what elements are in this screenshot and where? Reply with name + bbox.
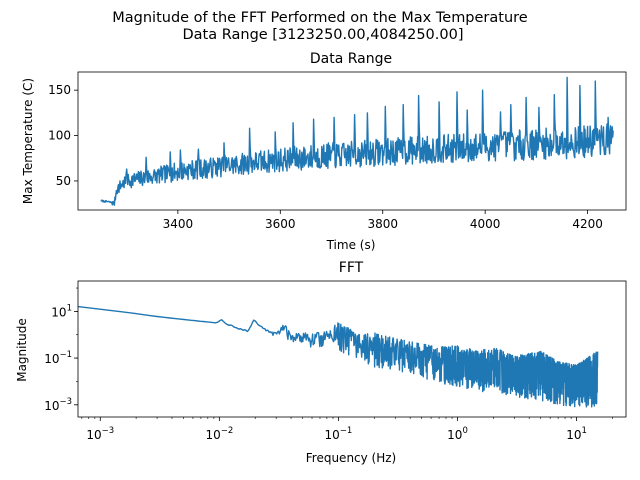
- fft-chart-xlabel: Frequency (Hz): [306, 451, 397, 465]
- fft-y-tick-label: 10−1: [44, 350, 72, 366]
- fft-chart-ylabel: Magnitude: [15, 318, 29, 382]
- time-x-tick-label: 4200: [572, 217, 603, 231]
- time-y-tick-label: 100: [48, 129, 71, 143]
- time-y-tick-label: 50: [56, 174, 71, 188]
- time-x-tick-label: 3600: [265, 217, 296, 231]
- time-chart-ylabel: Max Temperature (C): [21, 78, 35, 204]
- time-chart-frame: [77, 71, 627, 211]
- fft-chart: FFT Frequency (Hz) Magnitude 10−3 10−2 10−…: [15, 260, 627, 465]
- figure-title-line-1: Magnitude of the FFT Performed on the Ma…: [112, 10, 528, 26]
- fft-chart-title: FFT: [339, 260, 364, 276]
- fft-x-tick-label: 10−1: [325, 426, 353, 442]
- time-series-line: [100, 76, 614, 206]
- fft-x-tick-label: 10−2: [205, 426, 233, 442]
- fft-y-tick-label: 101: [51, 303, 72, 319]
- time-chart-title: Data Range: [310, 51, 392, 67]
- fft-x-tick-label: 10−3: [86, 426, 114, 442]
- time-series-chart: Data Range Time (s) Max Temperature (C) …: [21, 51, 627, 252]
- fft-y-tick-label: 10−3: [44, 397, 72, 413]
- fft-x-tick-label: 100: [447, 426, 468, 442]
- time-chart-xlabel: Time (s): [326, 238, 376, 252]
- fft-magnitude-line: [77, 305, 599, 408]
- time-x-tick-label: 3800: [367, 217, 398, 231]
- time-x-tick-label: 3400: [163, 217, 194, 231]
- time-x-tick-label: 4000: [470, 217, 501, 231]
- fft-chart-frame: [77, 280, 627, 418]
- fft-x-tick-label: 101: [566, 426, 587, 442]
- time-y-tick-label: 150: [48, 83, 71, 97]
- figure-title-line-2: Data Range [3123250.00,4084250.00]: [183, 27, 464, 43]
